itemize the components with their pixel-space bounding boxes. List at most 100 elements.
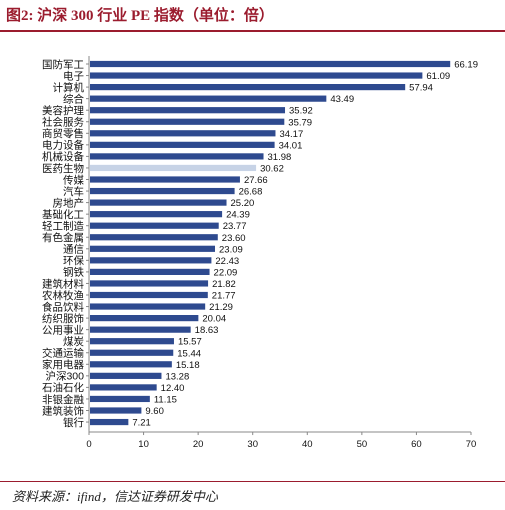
bar-美容护理 xyxy=(90,107,286,114)
value-label: 23.60 xyxy=(222,233,246,244)
value-label: 12.40 xyxy=(161,383,185,394)
bar-公用事业 xyxy=(90,326,191,333)
category-label: 钢铁 xyxy=(63,266,84,279)
value-label: 22.09 xyxy=(214,267,238,278)
category-label: 有色金属 xyxy=(42,231,84,244)
value-label: 23.09 xyxy=(219,244,243,255)
value-label: 21.77 xyxy=(212,291,236,302)
category-label: 房地产 xyxy=(53,196,85,209)
value-label: 30.62 xyxy=(260,163,284,174)
value-label: 25.20 xyxy=(231,198,255,209)
bar-农林牧渔 xyxy=(90,291,208,299)
bar-传媒 xyxy=(90,176,240,183)
bar-非银金融 xyxy=(90,395,150,403)
value-label: 24.39 xyxy=(226,210,250,221)
category-label: 国防军工 xyxy=(42,58,84,71)
category-label: 汽车 xyxy=(63,185,84,198)
bar-沪深300 xyxy=(90,372,162,379)
category-label: 计算机 xyxy=(53,81,85,94)
chart-title: 图2: 沪深 300 行业 PE 指数（单位：倍） xyxy=(6,8,274,24)
value-label: 31.98 xyxy=(268,152,292,163)
category-label: 社会服务 xyxy=(42,116,84,129)
value-label: 26.68 xyxy=(239,187,263,198)
bar-钢铁 xyxy=(90,268,210,275)
category-label: 商贸零售 xyxy=(42,127,84,140)
value-label: 15.44 xyxy=(177,348,201,359)
category-label: 交通运输 xyxy=(42,347,84,360)
category-label: 通信 xyxy=(63,244,84,256)
value-label: 22.43 xyxy=(215,256,239,267)
x-tick-label: 20 xyxy=(193,439,204,450)
x-tick-label: 10 xyxy=(138,439,149,450)
value-label: 9.60 xyxy=(145,406,164,417)
category-label: 石油石化 xyxy=(42,381,84,394)
bar-纺织服饰 xyxy=(90,315,199,322)
category-label: 基础化工 xyxy=(42,208,84,221)
bar-建筑材料 xyxy=(90,280,209,287)
bar-轻工制造 xyxy=(90,222,219,229)
category-label: 综合 xyxy=(63,92,84,105)
category-label: 建筑装饰 xyxy=(42,404,84,417)
value-label: 13.28 xyxy=(165,371,189,382)
value-label: 34.01 xyxy=(279,140,303,151)
bar-医药生物 xyxy=(90,164,257,172)
value-label: 57.94 xyxy=(409,83,433,94)
value-label: 21.82 xyxy=(212,279,236,290)
value-label: 35.79 xyxy=(288,117,312,128)
bar-石油石化 xyxy=(90,384,157,391)
footer-divider xyxy=(0,481,505,482)
value-label: 66.19 xyxy=(454,60,478,71)
category-label: 沪深300 xyxy=(45,370,84,383)
value-label: 35.92 xyxy=(289,106,313,117)
category-label: 农林牧渔 xyxy=(42,289,84,302)
x-tick-label: 30 xyxy=(247,439,258,450)
value-label: 15.18 xyxy=(176,360,200,371)
bar-环保 xyxy=(90,257,212,264)
title-bar: 图2: 沪深 300 行业 PE 指数（单位：倍） xyxy=(0,0,505,32)
value-label: 34.17 xyxy=(279,129,303,140)
bar-综合 xyxy=(90,95,327,102)
bar-基础化工 xyxy=(90,211,223,218)
bar-交通运输 xyxy=(90,349,174,356)
value-label: 11.15 xyxy=(154,394,177,405)
category-label: 非银金融 xyxy=(42,393,84,406)
bar-社会服务 xyxy=(90,118,285,125)
bar-机械设备 xyxy=(90,153,264,160)
x-tick-label: 40 xyxy=(302,439,313,450)
bar-通信 xyxy=(90,245,216,252)
bar-房地产 xyxy=(90,199,227,206)
value-label: 23.77 xyxy=(223,221,247,232)
bar-煤炭 xyxy=(90,338,174,345)
category-label: 煤炭 xyxy=(63,335,84,348)
bar-商贸零售 xyxy=(90,130,276,137)
bar-银行 xyxy=(90,418,129,426)
x-tick-label: 0 xyxy=(86,439,91,450)
bar-食品饮料 xyxy=(90,303,206,310)
value-label: 61.09 xyxy=(426,71,450,82)
category-label: 家用电器 xyxy=(42,358,84,371)
bar-建筑装饰 xyxy=(90,407,142,414)
x-tick-label: 60 xyxy=(411,439,422,450)
bar-有色金属 xyxy=(90,234,218,241)
bar-计算机 xyxy=(90,84,406,91)
x-tick-label: 50 xyxy=(357,439,368,450)
category-label: 机械设备 xyxy=(42,150,84,163)
category-label: 食品饮料 xyxy=(42,300,84,313)
x-tick-label: 70 xyxy=(466,439,477,450)
category-label: 环保 xyxy=(63,254,84,267)
category-label: 电力设备 xyxy=(42,139,84,152)
value-label: 15.57 xyxy=(178,337,202,348)
category-label: 公用事业 xyxy=(42,323,84,336)
value-label: 21.29 xyxy=(209,302,233,313)
bar-chart: 国防军工 66.19 电子 61.09 计算机 57.94 综合 43.49 美容护理 35.92… xyxy=(42,56,478,450)
category-label: 电子 xyxy=(63,69,84,82)
bar-国防军工 xyxy=(90,60,451,68)
source-note: 资料来源：ifind，信达证券研发中心 xyxy=(12,489,218,504)
bar-电子 xyxy=(90,72,423,79)
category-label: 美容护理 xyxy=(42,104,84,117)
bar-家用电器 xyxy=(90,361,172,368)
bar-汽车 xyxy=(90,187,235,195)
category-label: 医药生物 xyxy=(42,162,84,175)
category-label: 传媒 xyxy=(63,173,84,186)
category-label: 纺织服饰 xyxy=(42,312,84,325)
